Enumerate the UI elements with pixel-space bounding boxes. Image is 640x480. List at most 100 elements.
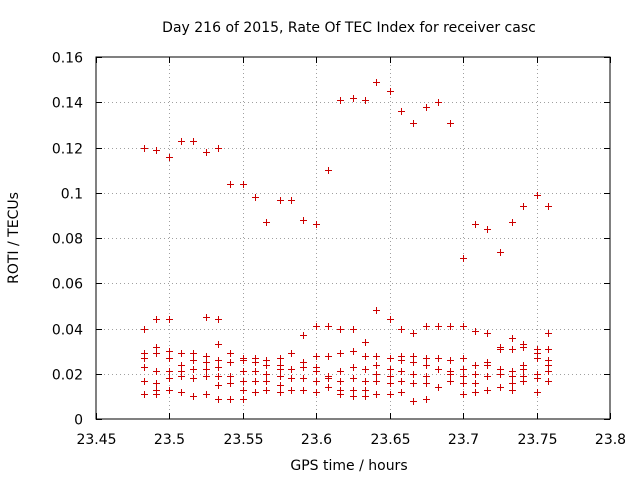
data-point xyxy=(178,373,185,380)
data-point xyxy=(545,330,552,337)
data-point xyxy=(350,326,357,333)
data-point xyxy=(435,355,442,362)
data-point xyxy=(300,375,307,382)
data-point xyxy=(350,387,357,394)
data-point xyxy=(227,181,234,188)
data-point xyxy=(300,364,307,371)
data-point xyxy=(362,353,369,360)
data-point xyxy=(288,197,295,204)
data-point xyxy=(288,350,295,357)
data-point xyxy=(215,341,222,348)
data-point xyxy=(166,348,173,355)
x-tick-label: 23.5 xyxy=(154,432,185,448)
data-point xyxy=(423,362,430,369)
data-point xyxy=(350,364,357,371)
data-point xyxy=(300,217,307,224)
data-point xyxy=(410,371,417,378)
data-point xyxy=(460,255,467,262)
data-point xyxy=(373,307,380,314)
data-point xyxy=(387,373,394,380)
data-point xyxy=(277,389,284,396)
data-point xyxy=(534,192,541,199)
data-point xyxy=(252,378,259,385)
data-point xyxy=(534,355,541,362)
data-point xyxy=(153,368,160,375)
data-point xyxy=(484,387,491,394)
data-point xyxy=(288,387,295,394)
data-point xyxy=(240,357,247,364)
data-point xyxy=(435,384,442,391)
data-point xyxy=(398,378,405,385)
data-point xyxy=(252,368,259,375)
data-point xyxy=(203,353,210,360)
data-point xyxy=(325,353,332,360)
data-point xyxy=(410,330,417,337)
data-point xyxy=(534,389,541,396)
data-point xyxy=(277,197,284,204)
data-point xyxy=(252,194,259,201)
grid-lines xyxy=(96,57,610,419)
data-point xyxy=(423,323,430,330)
data-point xyxy=(435,323,442,330)
data-point xyxy=(288,375,295,382)
x-tick-label: 23.75 xyxy=(517,432,557,448)
data-point xyxy=(534,375,541,382)
data-point xyxy=(300,387,307,394)
data-point xyxy=(472,362,479,369)
data-point xyxy=(509,373,516,380)
plot-frame xyxy=(95,56,611,420)
data-point xyxy=(313,221,320,228)
data-point xyxy=(141,326,148,333)
data-point xyxy=(166,154,173,161)
data-point xyxy=(190,366,197,373)
data-point xyxy=(141,355,148,362)
data-point xyxy=(387,391,394,398)
data-point xyxy=(484,362,491,369)
data-point xyxy=(313,368,320,375)
data-point xyxy=(545,346,552,353)
x-tick-label: 23.65 xyxy=(370,432,410,448)
data-point xyxy=(141,364,148,371)
x-tick-label: 23.7 xyxy=(448,432,479,448)
data-point xyxy=(215,316,222,323)
y-tick-labels: 0 0.02 0.04 0.06 0.08 0.1 0.12 0.14 0.16 xyxy=(52,51,83,429)
data-point xyxy=(215,382,222,389)
data-point xyxy=(325,167,332,174)
data-point xyxy=(545,368,552,375)
data-point xyxy=(263,362,270,369)
data-point xyxy=(153,316,160,323)
data-point xyxy=(277,366,284,373)
data-point xyxy=(509,380,516,387)
data-point xyxy=(153,380,160,387)
data-point xyxy=(362,366,369,373)
data-point xyxy=(300,332,307,339)
data-point xyxy=(337,326,344,333)
x-tick-label: 23.55 xyxy=(223,432,263,448)
data-point xyxy=(387,366,394,373)
data-point xyxy=(227,380,234,387)
data-point xyxy=(520,344,527,351)
data-point xyxy=(373,371,380,378)
data-point xyxy=(190,393,197,400)
data-point xyxy=(387,88,394,95)
data-point xyxy=(325,323,332,330)
data-point xyxy=(362,339,369,346)
data-point xyxy=(288,366,295,373)
x-tick-label: 23.8 xyxy=(595,432,626,448)
data-point xyxy=(215,364,222,371)
data-point xyxy=(350,95,357,102)
data-point xyxy=(350,348,357,355)
data-point xyxy=(252,359,259,366)
data-point xyxy=(362,387,369,394)
data-point xyxy=(350,375,357,382)
data-point xyxy=(215,145,222,152)
data-point xyxy=(460,373,467,380)
data-point xyxy=(313,353,320,360)
data-point xyxy=(435,99,442,106)
data-point xyxy=(484,373,491,380)
data-point xyxy=(350,393,357,400)
data-point xyxy=(460,380,467,387)
data-point xyxy=(520,366,527,373)
data-point xyxy=(460,355,467,362)
data-point xyxy=(203,373,210,380)
